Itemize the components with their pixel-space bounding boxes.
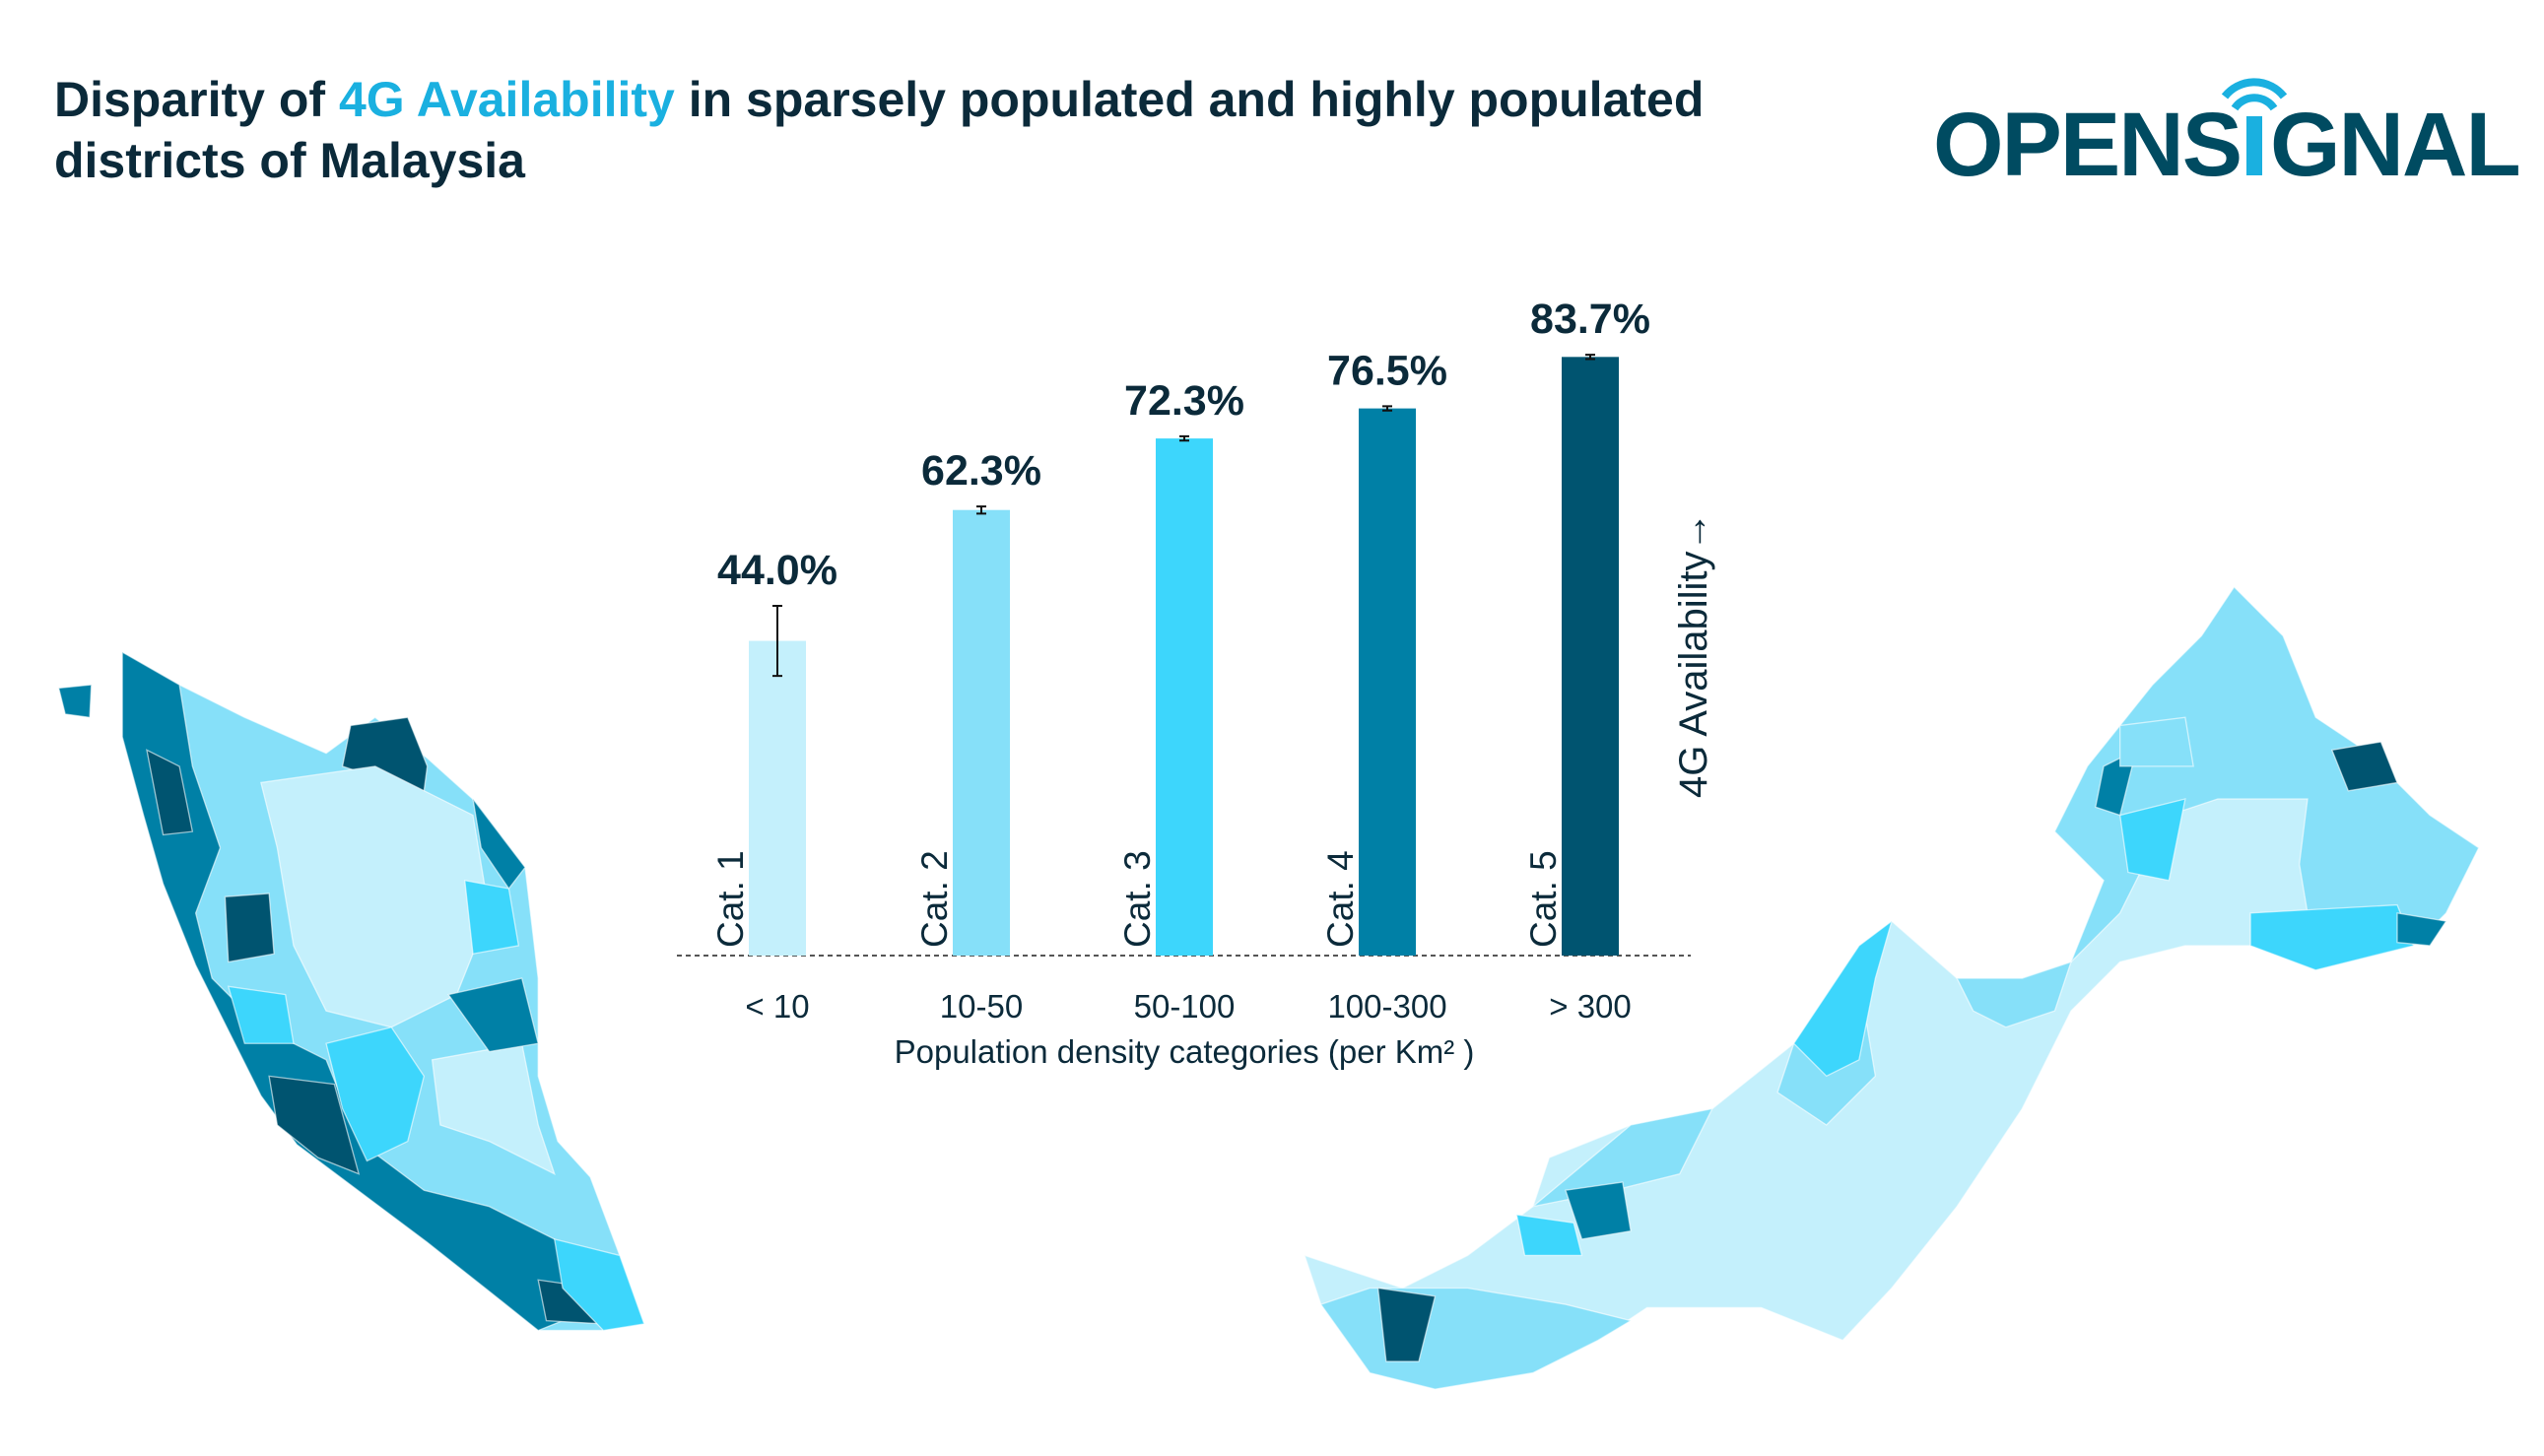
y-axis-label: 4G Availability→ [1672, 511, 1715, 798]
opensignal-logo: OPENS GNAL [1933, 78, 2521, 185]
category-label-3: Cat. 3 [1117, 850, 1158, 948]
x-tick-4: 100-300 [1327, 988, 1446, 1025]
value-label-4: 76.5% [1327, 347, 1447, 394]
error-bar-5 [1585, 354, 1595, 361]
error-bar-1 [772, 604, 782, 678]
x-axis-label: Population density categories (per Km² ) [895, 1033, 1475, 1070]
bar-3 [1156, 438, 1213, 956]
category-label-2: Cat. 2 [914, 850, 955, 948]
svg-text:GNAL: GNAL [2270, 95, 2519, 185]
title-suffix: in sparsely populated and highly populat… [54, 72, 1705, 188]
bar-5 [1562, 357, 1619, 956]
bar-1 [749, 640, 806, 956]
value-label-1: 44.0% [717, 547, 837, 594]
category-label-4: Cat. 4 [1320, 850, 1361, 948]
error-bar-3 [1179, 434, 1189, 442]
category-label-1: Cat. 1 [710, 850, 751, 948]
x-tick-5: > 300 [1549, 988, 1632, 1025]
category-label-5: Cat. 5 [1523, 850, 1564, 948]
error-bar-4 [1382, 405, 1392, 412]
page-title: Disparity of 4G Availability in sparsely… [54, 69, 1729, 191]
title-prefix: Disparity of [54, 72, 339, 127]
x-tick-2: 10-50 [940, 988, 1023, 1025]
east-malaysia-map [1304, 585, 2480, 1390]
value-label-2: 62.3% [921, 447, 1041, 495]
peninsular-malaysia-map [57, 650, 645, 1332]
value-label-3: 72.3% [1124, 377, 1244, 425]
value-label-5: 83.7% [1530, 296, 1650, 343]
svg-text:OPENS: OPENS [1933, 95, 2241, 185]
bar-4 [1359, 408, 1416, 956]
title-highlight: 4G Availability [338, 72, 675, 127]
error-bar-2 [976, 505, 986, 515]
bar-2 [953, 509, 1010, 956]
x-tick-3: 50-100 [1134, 988, 1236, 1025]
x-tick-1: < 10 [745, 988, 809, 1025]
